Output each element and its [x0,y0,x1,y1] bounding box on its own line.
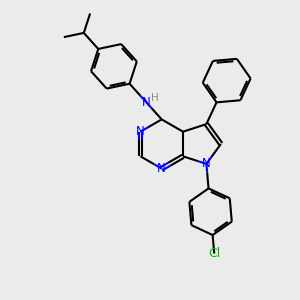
Text: Cl: Cl [208,247,220,260]
Text: N: N [142,95,150,109]
Text: N: N [136,125,145,138]
Text: H: H [151,92,158,103]
Text: N: N [157,162,166,175]
Text: N: N [202,158,211,170]
